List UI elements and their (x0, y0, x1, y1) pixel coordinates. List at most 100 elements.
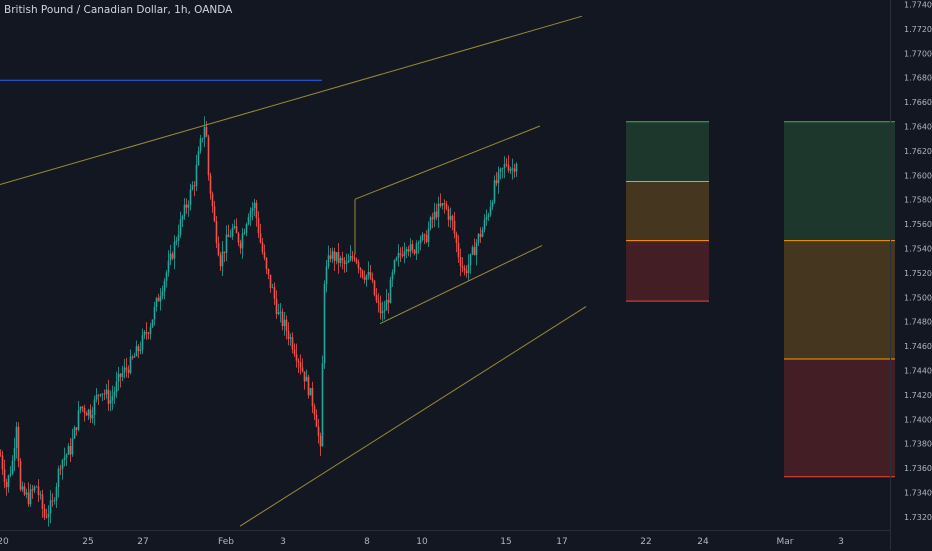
candle-body (465, 270, 468, 274)
candle-body (195, 164, 198, 187)
candle-body (111, 396, 114, 401)
candle-body (437, 203, 440, 218)
candle-body (29, 489, 32, 505)
candle-body (337, 252, 340, 263)
time-tick-label: 3 (838, 537, 844, 547)
candle-body (151, 319, 154, 328)
candle-body (197, 151, 200, 165)
time-tick-label: 22 (640, 537, 651, 547)
candle-body (479, 234, 482, 237)
price-tick-label: 1.73400 (904, 489, 932, 498)
trendline-lower-channel (239, 306, 587, 527)
candle-body (113, 391, 116, 397)
candle-body (335, 252, 338, 261)
price-axis[interactable]: 1.77400 1.77200 1.77000 1.76800 1.76600 1.764… (904, 1, 932, 522)
candle-body (83, 407, 86, 413)
candle-body (175, 240, 178, 242)
position-zones[interactable] (626, 121, 895, 478)
candle-body (229, 236, 232, 238)
time-axis[interactable]: 20 25 27 Feb 3 8 10 15 17 22 24 Mar 3 (0, 537, 844, 547)
candle-body (211, 193, 214, 207)
candle-body (43, 508, 46, 518)
candle-body (425, 234, 428, 243)
time-tick-label: 3 (280, 537, 286, 547)
candle-body (125, 367, 128, 370)
candle-body (363, 277, 366, 280)
candle-body (245, 224, 248, 233)
candle-body (207, 136, 210, 176)
time-tick-label: 17 (556, 537, 567, 547)
candle-body (405, 249, 408, 252)
candle-body (203, 127, 206, 139)
candle-body (255, 202, 258, 219)
price-tick-label: 1.77200 (904, 25, 932, 34)
candle-body (307, 376, 310, 396)
candle-body (355, 259, 358, 263)
candle-body (515, 163, 518, 172)
time-tick-label: Feb (218, 537, 234, 547)
candle-body (285, 319, 288, 331)
zone-0-band-1 (626, 181, 709, 241)
candle-body (7, 475, 10, 488)
candle-body (251, 207, 254, 211)
candle-body (1, 455, 4, 470)
candle-body (37, 486, 40, 495)
candle-body (459, 257, 462, 267)
candle-body (153, 306, 156, 320)
price-axis-panel[interactable] (890, 0, 932, 550)
candle-body (339, 257, 342, 263)
candle-body (265, 258, 268, 270)
candle-body (139, 349, 142, 351)
candle-body (63, 457, 66, 460)
candle-body (457, 242, 460, 258)
candle-body (101, 393, 104, 395)
candle-body (75, 427, 78, 430)
candle-body (403, 251, 406, 256)
candle-body (401, 254, 404, 256)
price-tick-label: 1.75200 (904, 269, 932, 278)
candle-body (423, 234, 426, 236)
candle-body (39, 494, 42, 496)
candle-body (483, 219, 486, 230)
candle-body (287, 330, 290, 339)
trendline-flag-bottom (379, 245, 543, 325)
candle-body (181, 216, 184, 220)
candle-body (319, 435, 322, 447)
candle-body (73, 427, 76, 439)
candle-body (189, 189, 192, 205)
candle-body (369, 271, 372, 279)
trendline-flag-top (354, 125, 541, 200)
candle-body (309, 387, 312, 396)
candle-body (103, 393, 106, 395)
candle-body (253, 202, 256, 208)
candle-body (79, 406, 82, 411)
candle-body (399, 253, 402, 255)
candle-body (21, 486, 24, 490)
candle-body (499, 168, 502, 172)
candle-body (395, 257, 398, 261)
candle-body (313, 406, 316, 415)
candle-body (511, 168, 514, 170)
time-axis-panel[interactable] (0, 530, 890, 551)
candle-body (243, 232, 246, 234)
time-tick-label: 8 (364, 537, 370, 547)
price-tick-label: 1.73200 (904, 513, 932, 522)
candle-body (473, 247, 476, 256)
candle-body (489, 206, 492, 216)
candle-body (51, 500, 54, 502)
price-tick-label: 1.77400 (904, 1, 932, 10)
candle-body (407, 249, 410, 252)
candle-body (45, 517, 48, 518)
candle-body (0, 455, 2, 457)
drawing-lines[interactable] (0, 15, 587, 527)
candle-body (97, 394, 100, 396)
candle-body (221, 251, 224, 267)
candle-body (141, 335, 144, 350)
candle-body (31, 489, 34, 491)
candle-body (131, 356, 134, 358)
candle-body (179, 219, 182, 235)
price-tick-label: 1.73800 (904, 440, 932, 449)
candle-body (25, 492, 28, 495)
candle-body (305, 376, 308, 382)
